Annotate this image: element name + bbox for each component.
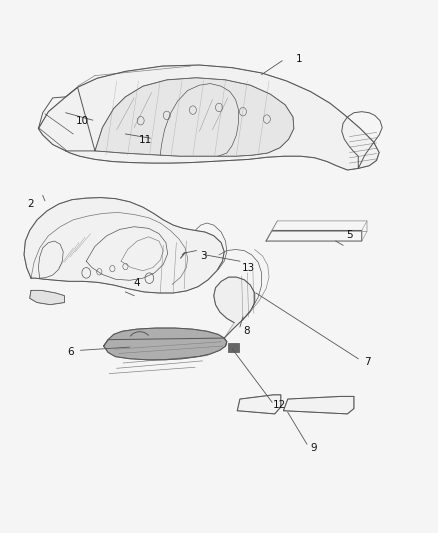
Bar xyxy=(228,343,239,352)
Text: 2: 2 xyxy=(28,199,34,209)
Text: 4: 4 xyxy=(133,278,140,288)
Polygon shape xyxy=(30,290,64,305)
Polygon shape xyxy=(214,277,254,338)
Polygon shape xyxy=(95,78,294,156)
Text: 13: 13 xyxy=(242,263,255,272)
Text: 6: 6 xyxy=(68,348,74,358)
Text: 11: 11 xyxy=(138,135,152,146)
Text: 7: 7 xyxy=(364,357,370,367)
Text: 1: 1 xyxy=(296,54,303,63)
Polygon shape xyxy=(104,328,227,360)
Text: 9: 9 xyxy=(311,443,317,453)
Text: 10: 10 xyxy=(75,116,88,126)
Text: 12: 12 xyxy=(272,400,286,410)
Text: 3: 3 xyxy=(201,251,207,261)
Polygon shape xyxy=(24,198,224,293)
Text: 8: 8 xyxy=(243,326,250,336)
Polygon shape xyxy=(39,65,379,170)
Polygon shape xyxy=(283,397,354,414)
Polygon shape xyxy=(237,395,281,414)
Text: 5: 5 xyxy=(346,230,353,240)
